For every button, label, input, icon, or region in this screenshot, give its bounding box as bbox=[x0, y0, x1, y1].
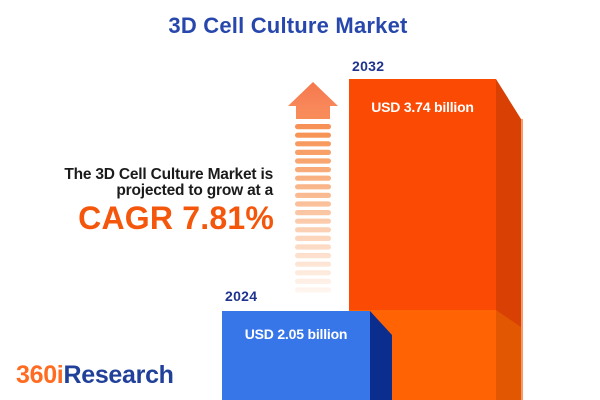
arrow-stripe bbox=[295, 141, 331, 147]
arrow-stripe bbox=[295, 270, 331, 276]
arrow-stripe bbox=[295, 149, 331, 155]
arrow-stripe bbox=[295, 210, 331, 216]
arrow-stripe bbox=[295, 218, 331, 224]
bar-2024: USD 2.05 billion bbox=[222, 311, 392, 400]
page-title: 3D Cell Culture Market bbox=[168, 13, 408, 38]
arrow-stripe bbox=[295, 132, 331, 138]
brand-logo-360i: 360i bbox=[16, 361, 64, 389]
bar-2032-edge-highlight bbox=[521, 119, 523, 400]
bar-2032-side-face bbox=[496, 79, 521, 400]
arrow-stripe bbox=[295, 184, 331, 190]
tagline-line-2: projected to grow at a bbox=[116, 182, 273, 199]
arrow-stripe bbox=[295, 158, 331, 164]
arrow-stripe bbox=[295, 253, 331, 259]
arrow-stripe bbox=[295, 201, 331, 207]
bar-year-label-2032: 2032 bbox=[352, 58, 385, 74]
cagr-value: CAGR 7.81% bbox=[78, 200, 274, 236]
brand-logo-research: Research bbox=[63, 361, 174, 389]
arrow-stripe bbox=[295, 192, 331, 198]
growth-arrow-icon bbox=[288, 82, 338, 293]
arrow-stripe bbox=[295, 235, 331, 241]
bar-2024-front-face bbox=[222, 311, 370, 400]
tagline-line-1: The 3D Cell Culture Market is bbox=[64, 166, 273, 183]
arrow-stripe bbox=[295, 227, 331, 233]
bar-value-label-2024: USD 2.05 billion bbox=[244, 326, 348, 342]
arrow-stripe bbox=[295, 261, 331, 267]
arrow-stripe bbox=[295, 287, 331, 293]
bar-2024-side-face bbox=[370, 311, 392, 400]
arrow-head bbox=[288, 82, 338, 119]
bar-year-label-2024: 2024 bbox=[225, 288, 258, 304]
bar-value-label-2032: USD 3.74 billion bbox=[371, 99, 474, 115]
arrow-stripe bbox=[295, 244, 331, 250]
arrow-stripe bbox=[295, 175, 331, 181]
bar-2032-side-face-lower bbox=[496, 310, 521, 400]
brand-logo: 360iResearch bbox=[16, 361, 174, 390]
arrow-stripe bbox=[295, 278, 331, 284]
tagline-text: The 3D Cell Culture Market is projected … bbox=[0, 167, 273, 199]
arrow-stripe bbox=[295, 124, 331, 130]
arrow-stripe bbox=[295, 167, 331, 173]
